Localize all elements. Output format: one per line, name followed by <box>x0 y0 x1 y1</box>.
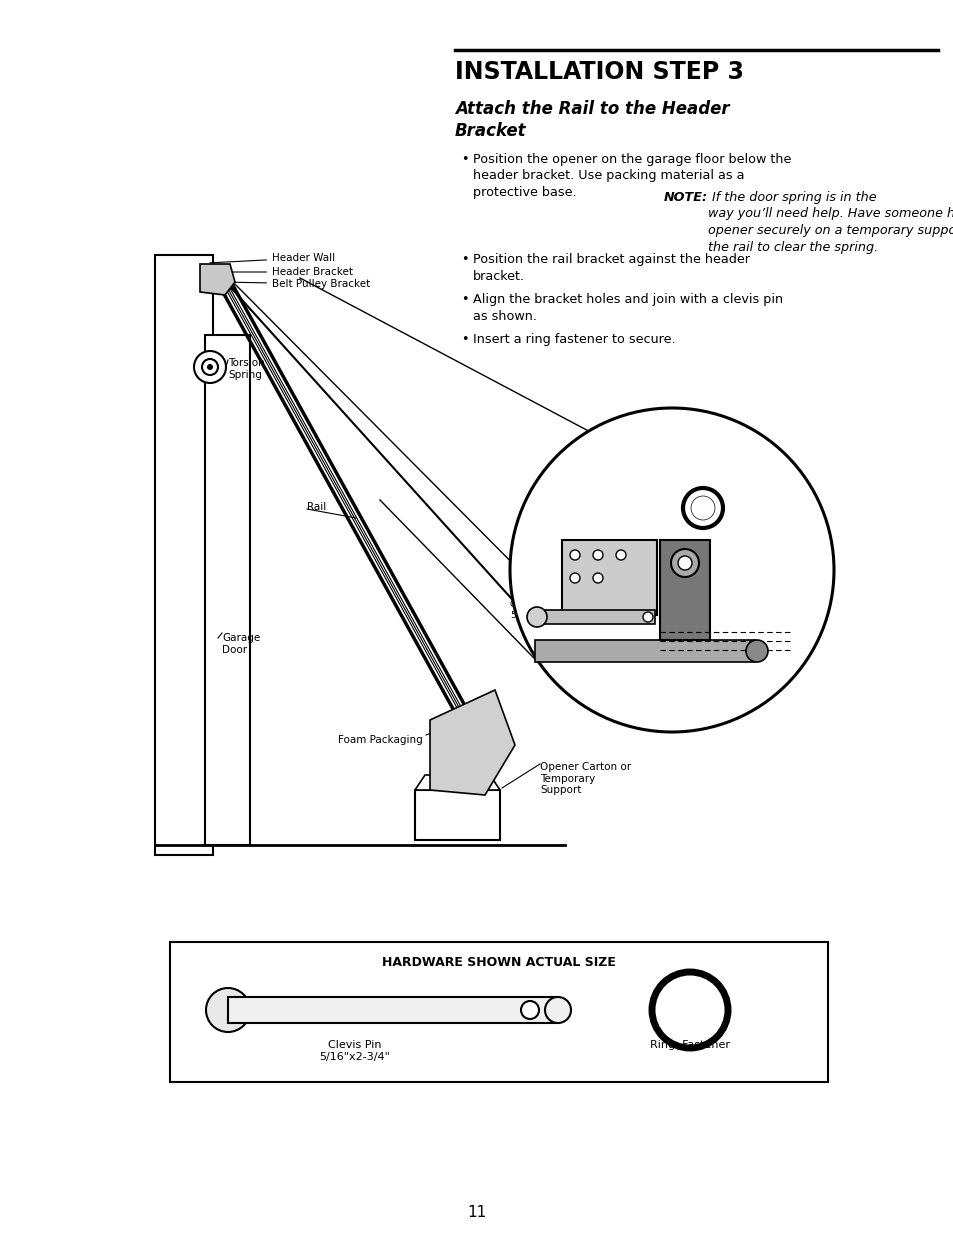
Circle shape <box>670 550 699 577</box>
Circle shape <box>207 364 213 370</box>
Circle shape <box>642 613 652 622</box>
Circle shape <box>544 997 571 1023</box>
Text: Position the rail bracket against the header
bracket.: Position the rail bracket against the he… <box>473 253 749 283</box>
Bar <box>170 942 827 1082</box>
Circle shape <box>745 640 767 662</box>
Text: Header Bracket: Header Bracket <box>214 267 353 277</box>
Circle shape <box>569 573 579 583</box>
Text: •: • <box>460 293 468 306</box>
Text: Torsion
Spring: Torsion Spring <box>228 358 265 379</box>
Text: Ring Fastener: Ring Fastener <box>622 490 684 499</box>
Text: Position the opener on the garage floor below the
header bracket. Use packing ma: Position the opener on the garage floor … <box>473 153 791 199</box>
Circle shape <box>520 1002 538 1019</box>
Text: Align the bracket holes and join with a clevis pin
as shown.: Align the bracket holes and join with a … <box>473 293 782 322</box>
Bar <box>535 640 754 662</box>
Text: Rail: Rail <box>642 664 659 674</box>
Circle shape <box>593 550 602 559</box>
Text: Header Wall: Header Wall <box>210 253 335 263</box>
Circle shape <box>510 408 833 732</box>
Text: HARDWARE SHOWN ACTUAL SIZE: HARDWARE SHOWN ACTUAL SIZE <box>381 956 616 969</box>
Circle shape <box>206 988 250 1032</box>
Text: Insert a ring fastener to secure.: Insert a ring fastener to secure. <box>473 333 675 346</box>
Text: NOTE:: NOTE: <box>663 191 707 204</box>
Text: Opener Carton or
Temporary
Support: Opener Carton or Temporary Support <box>539 762 631 795</box>
Text: Belt Pulley Bracket: Belt Pulley Bracket <box>225 279 370 289</box>
Circle shape <box>678 556 691 571</box>
Circle shape <box>526 606 546 627</box>
Bar <box>228 997 558 1023</box>
Bar <box>205 335 250 845</box>
Bar <box>415 790 499 840</box>
Bar <box>154 254 213 855</box>
Text: If the door spring is in the
way you’ll need help. Have someone hold the
opener : If the door spring is in the way you’ll … <box>707 191 953 253</box>
Text: 11: 11 <box>467 1205 486 1220</box>
Circle shape <box>569 550 579 559</box>
Text: Garage
Door: Garage Door <box>222 634 260 655</box>
Circle shape <box>193 351 226 383</box>
Circle shape <box>202 359 218 375</box>
Text: Ring  Fastener: Ring Fastener <box>649 1040 729 1050</box>
Text: Attach the Rail to the Header
Bracket: Attach the Rail to the Header Bracket <box>455 100 729 141</box>
Text: Header Bracket: Header Bracket <box>609 503 679 513</box>
Polygon shape <box>430 690 515 795</box>
Polygon shape <box>415 776 499 790</box>
Bar <box>561 540 657 615</box>
Text: •: • <box>460 253 468 266</box>
Bar <box>539 610 655 624</box>
Text: Rail: Rail <box>307 501 326 513</box>
Bar <box>659 540 709 640</box>
Text: •: • <box>460 153 468 165</box>
Text: Belt Pulley
Bracket: Belt Pulley Bracket <box>716 578 763 598</box>
Text: •: • <box>460 333 468 346</box>
Circle shape <box>616 550 625 559</box>
Circle shape <box>690 496 714 520</box>
Text: Clevis Pin
5/16"x2-3/4": Clevis Pin 5/16"x2-3/4" <box>510 600 566 620</box>
Text: INSTALLATION STEP 3: INSTALLATION STEP 3 <box>455 61 743 84</box>
Text: Clevis Pin
5/16"x2-3/4": Clevis Pin 5/16"x2-3/4" <box>319 1040 390 1062</box>
Text: Foam Packaging: Foam Packaging <box>337 735 422 745</box>
Circle shape <box>593 573 602 583</box>
Polygon shape <box>200 264 234 295</box>
